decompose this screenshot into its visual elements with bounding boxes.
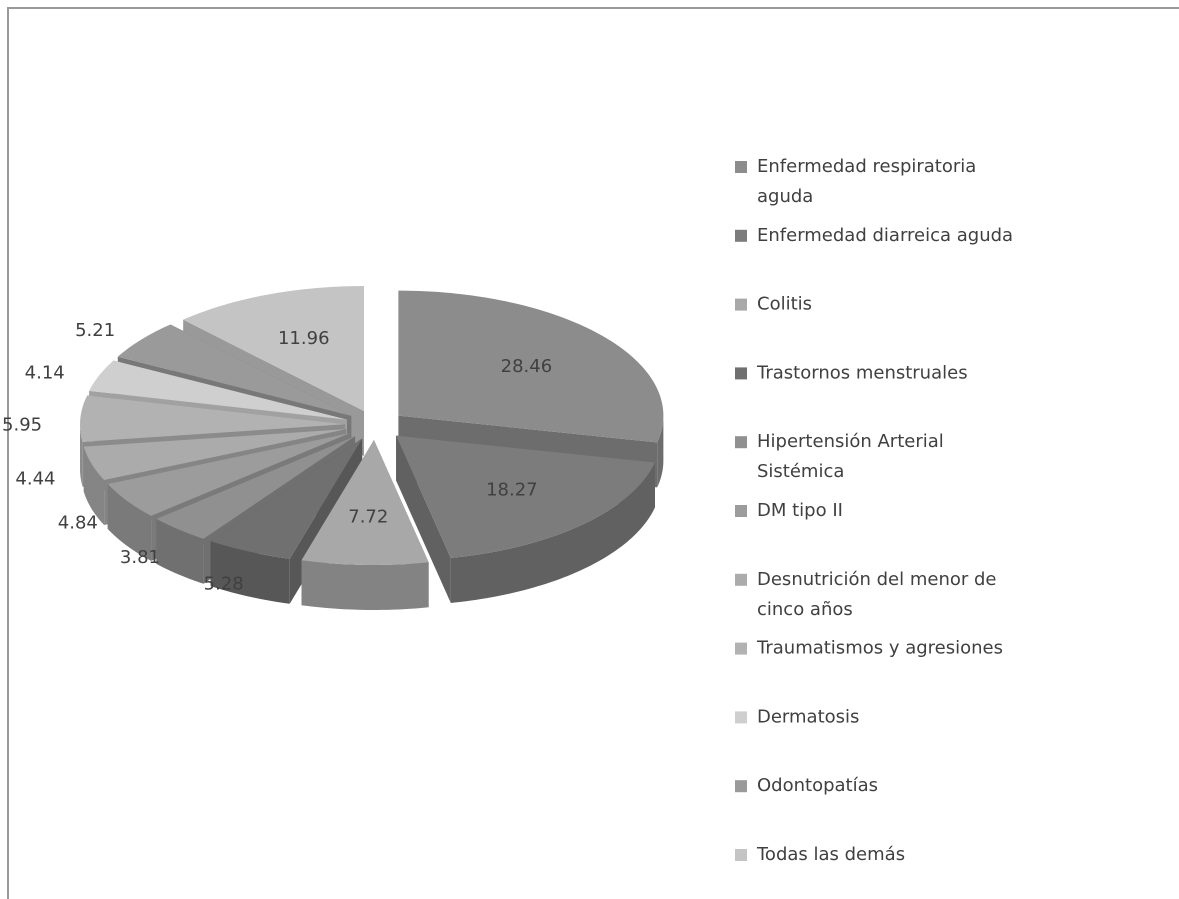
data-label: 4.44 — [15, 468, 55, 489]
slice — [117, 324, 352, 416]
legend-line: cinco años — [757, 599, 853, 620]
legend-line: Trastornos menstruales — [756, 362, 968, 383]
slice — [156, 436, 356, 539]
legend-swatch — [735, 642, 747, 655]
legend-swatch — [735, 367, 747, 380]
slice-wall — [301, 560, 429, 610]
data-label: 5.28 — [204, 573, 244, 594]
slice-wall — [107, 484, 152, 561]
slice — [89, 360, 347, 420]
legend-line: Dermatosis — [757, 706, 859, 727]
data-label: 4.84 — [58, 513, 98, 534]
slice-wall — [657, 415, 664, 488]
slice — [301, 439, 429, 565]
data-label: 3.81 — [120, 547, 160, 568]
legend-line: Hipertensión Arterial — [757, 431, 944, 452]
legend-swatch — [735, 849, 747, 861]
legend-swatch — [735, 298, 747, 311]
data-label: 18.27 — [486, 480, 538, 501]
legend-label: Trastornos menstruales — [756, 362, 968, 383]
data-label: 11.96 — [278, 328, 330, 349]
legend-line: Todas las demás — [756, 844, 905, 865]
data-label: 5.21 — [75, 320, 115, 341]
legend-line: aguda — [757, 186, 813, 207]
slice — [83, 429, 347, 481]
legend-line: Traumatismos y agresiones — [756, 638, 1003, 659]
legend-swatch — [735, 505, 747, 517]
slice-wall — [156, 518, 204, 584]
legend-swatch — [735, 573, 747, 586]
legend-swatch — [735, 229, 747, 242]
slice — [396, 435, 655, 558]
legend-label: DM tipo II — [757, 500, 843, 521]
legend-swatch — [735, 436, 747, 449]
legend-line: Enfermedad respiratoria — [757, 156, 976, 177]
legend-line: Sistémica — [757, 461, 844, 482]
chart-frame — [7, 7, 1179, 899]
data-label: 28.46 — [501, 356, 553, 377]
slice-wall — [83, 446, 105, 526]
slice — [398, 290, 664, 443]
legend-label: Enfermedad respiratoria aguda — [757, 156, 976, 207]
legend-label: Enfermedad diarreica aguda — [757, 225, 1013, 246]
legend-line: Colitis — [757, 294, 812, 315]
legend-swatch — [735, 780, 747, 793]
data-label: 7.72 — [348, 506, 388, 527]
slice-wall — [80, 424, 83, 487]
data-label: 5.95 — [2, 414, 42, 435]
legend-line: Desnutrición del menor de — [757, 569, 997, 590]
slice — [80, 395, 346, 442]
legend-line: Odontopatías — [757, 775, 878, 796]
slice — [107, 433, 350, 516]
legend-swatch — [735, 711, 747, 724]
legend-label: Hipertensión Arterial Sistémica — [757, 431, 944, 482]
legend-label: Todas las demás — [756, 844, 905, 865]
slice — [183, 286, 364, 412]
legend-line: Enfermedad diarreica aguda — [757, 225, 1013, 246]
slice-side — [396, 435, 451, 603]
legend-label: Odontopatías — [757, 775, 878, 796]
legend-label: Colitis — [757, 294, 812, 315]
legend-swatch — [735, 161, 747, 173]
legend-label: Desnutrición del menor de cinco años — [757, 569, 997, 620]
legend-label: Dermatosis — [757, 706, 859, 727]
slice — [210, 438, 363, 559]
legend-line: DM tipo II — [757, 500, 843, 521]
slice-wall — [210, 541, 290, 604]
legend-label: Traumatismos y agresiones — [756, 638, 1003, 659]
data-label: 4.14 — [25, 363, 65, 384]
slice-wall — [450, 462, 655, 603]
